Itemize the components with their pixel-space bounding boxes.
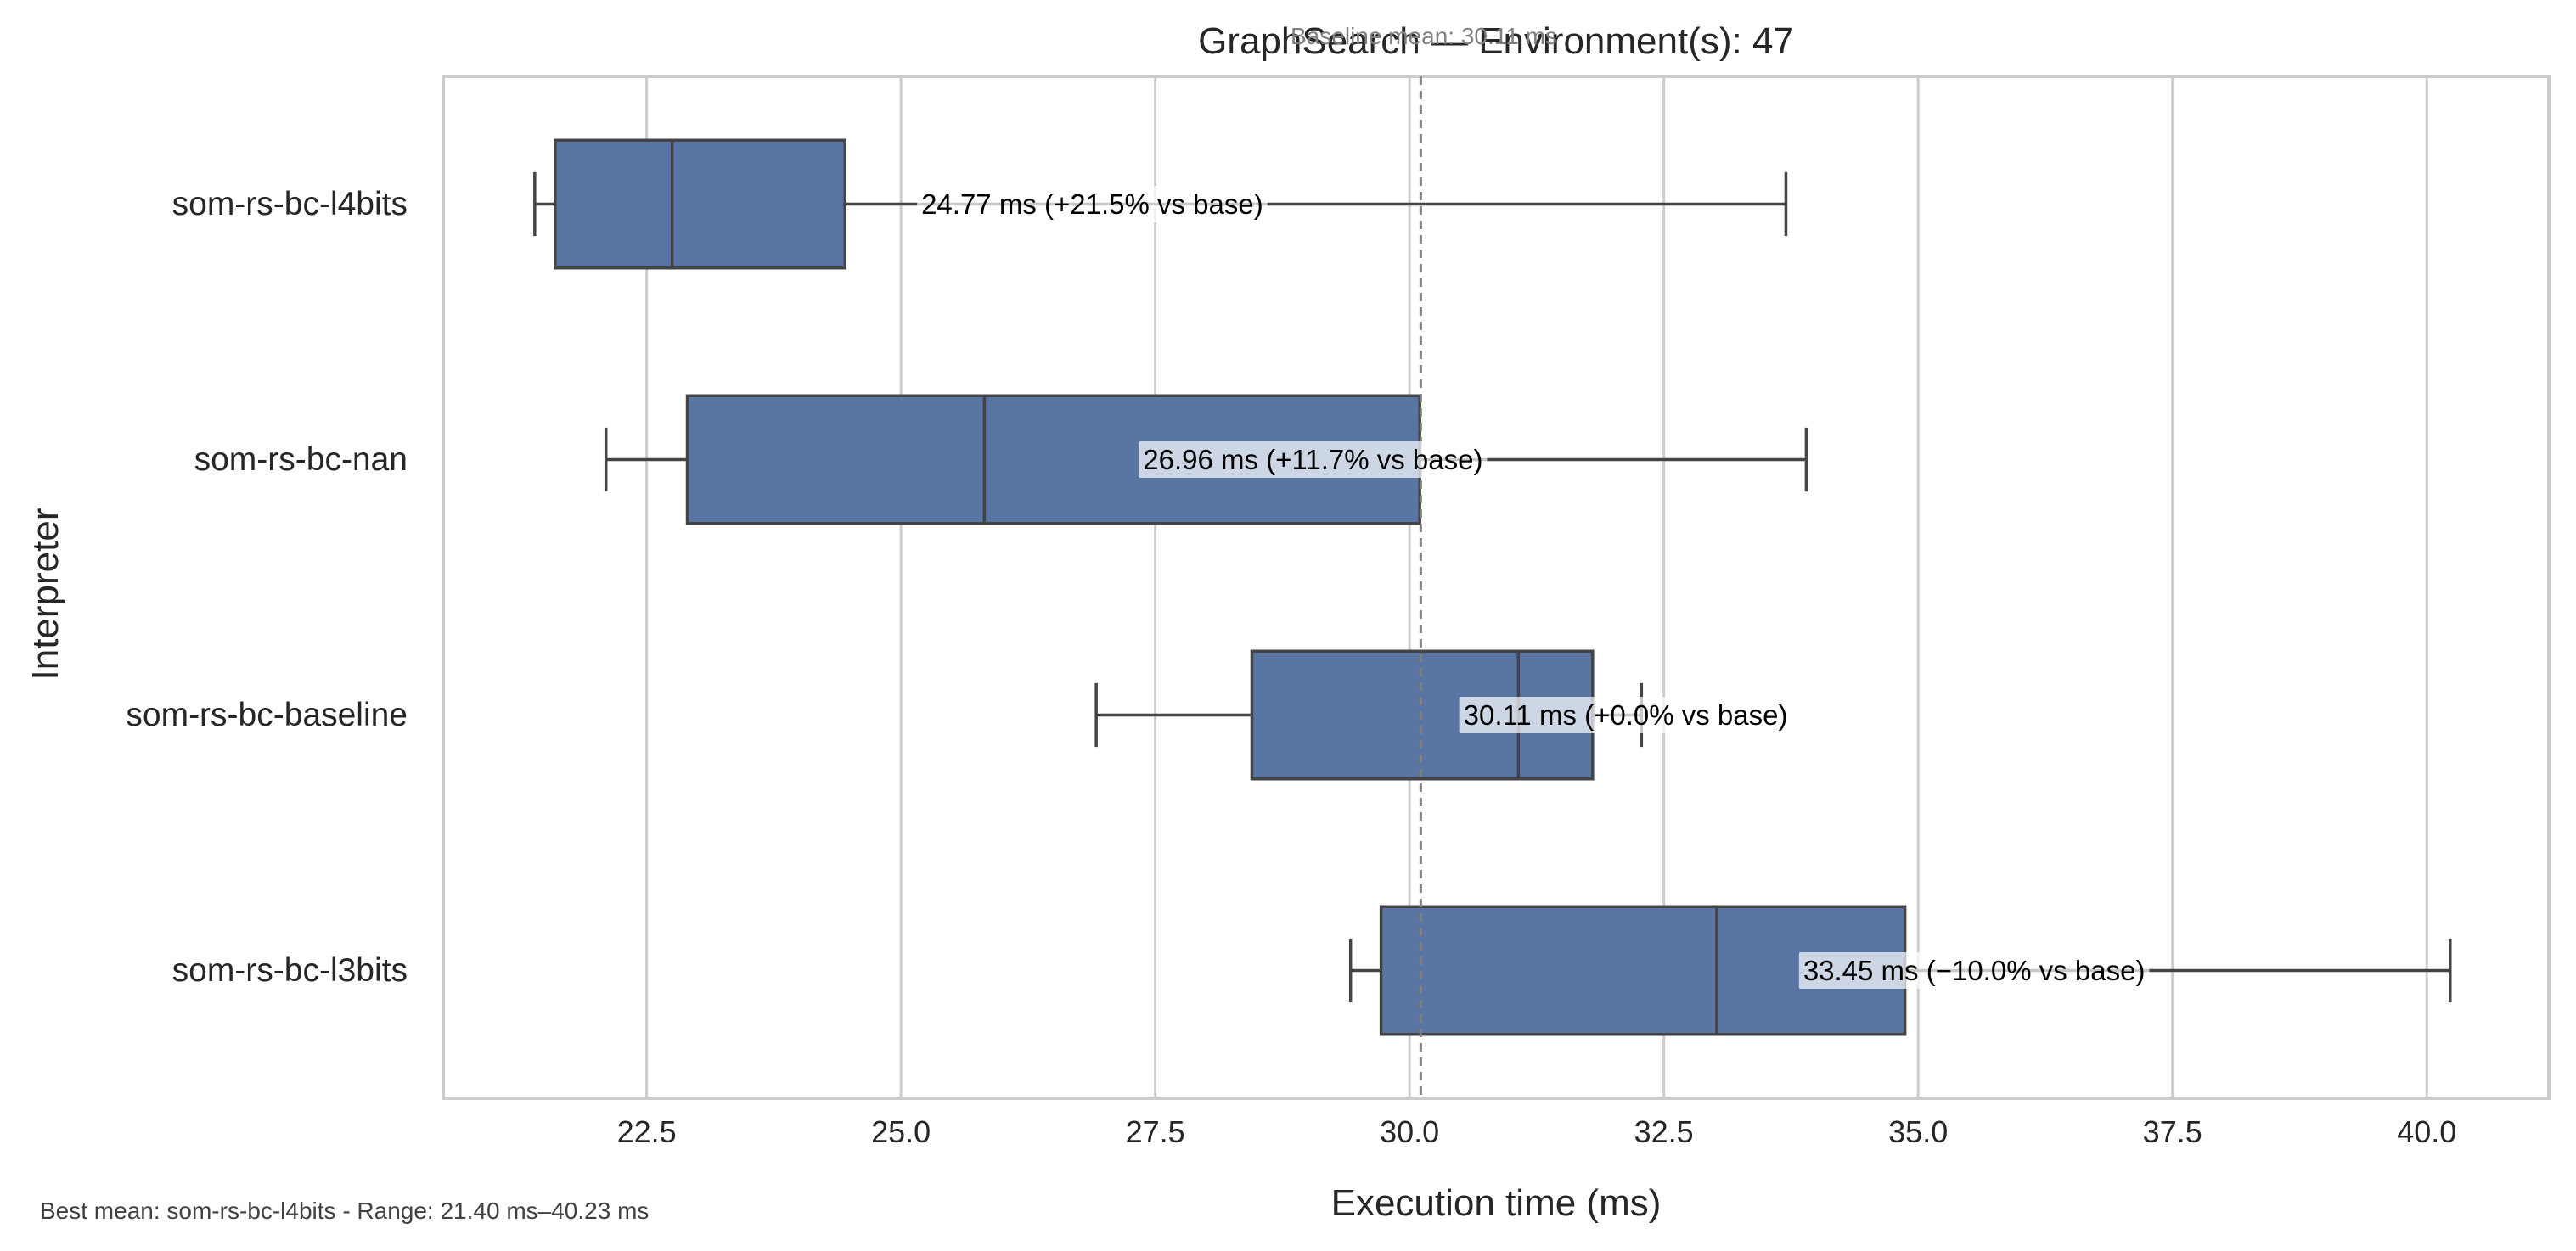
x-tick-label: 27.5 [1126, 1114, 1185, 1149]
annotation-som-rs-bc-baseline: 30.11 ms (+0.0% vs base) [1459, 697, 1792, 733]
x-axis-label: Execution time (ms) [1331, 1182, 1662, 1224]
y-tick-label: som-rs-bc-baseline [126, 697, 408, 733]
iqr-box [554, 138, 846, 270]
annotation-som-rs-bc-l4bits: 24.77 ms (+21.5% vs base) [917, 186, 1268, 222]
annotation-label: 30.11 ms (+0.0% vs base) [1464, 699, 1788, 731]
y-tick-labels: som-rs-bc-l4bits som-rs-bc-nan som-rs-bc-b… [126, 186, 408, 989]
annotation-label: 26.96 ms (+11.7% vs base) [1143, 444, 1482, 475]
annotation-label: 33.45 ms (−10.0% vs base) [1803, 955, 2146, 986]
plot-frame [442, 75, 2551, 1100]
x-tick-label: 37.5 [2143, 1114, 2202, 1149]
x-tick-labels: 22.5 25.0 27.5 30.0 32.5 35.0 37.5 40.0 [617, 1114, 2457, 1149]
annotation-som-rs-bc-nan: 26.96 ms (+11.7% vs base) [1139, 441, 1488, 478]
gridlines [645, 76, 2428, 1098]
x-tick-label: 22.5 [617, 1114, 677, 1149]
annotation-background [1798, 952, 2150, 989]
annotation-background [1139, 441, 1488, 478]
annotation-background [1459, 697, 1792, 733]
y-tick-label: som-rs-bc-l4bits [172, 186, 408, 222]
x-tick-label: 25.0 [871, 1114, 931, 1149]
box-som-rs-bc-l4bits [533, 138, 1788, 270]
x-tick-label: 30.0 [1380, 1114, 1439, 1149]
footer-note: Best mean: som-rs-bc-l4bits - Range: 21.… [40, 1198, 649, 1224]
boxes [533, 138, 2452, 1036]
x-tick-label: 40.0 [2397, 1114, 2456, 1149]
annotation-label: 24.77 ms (+21.5% vs base) [921, 188, 1263, 220]
y-axis-label: Interpreter [25, 508, 66, 681]
x-tick-label: 32.5 [1634, 1114, 1694, 1149]
y-tick-label: som-rs-bc-nan [194, 441, 408, 478]
y-tick-label: som-rs-bc-l3bits [172, 952, 408, 989]
annotations: 24.77 ms (+21.5% vs base) 26.96 ms (+11.7… [917, 186, 2150, 989]
chart-title: GraphSearch — Environment(s): 47 [1198, 20, 1794, 62]
x-tick-label: 35.0 [1888, 1114, 1948, 1149]
annotation-background [917, 186, 1268, 222]
annotation-som-rs-bc-l3bits: 33.45 ms (−10.0% vs base) [1798, 952, 2150, 989]
baseline-label: Baseline mean: 30.11 ms [1291, 23, 1557, 49]
